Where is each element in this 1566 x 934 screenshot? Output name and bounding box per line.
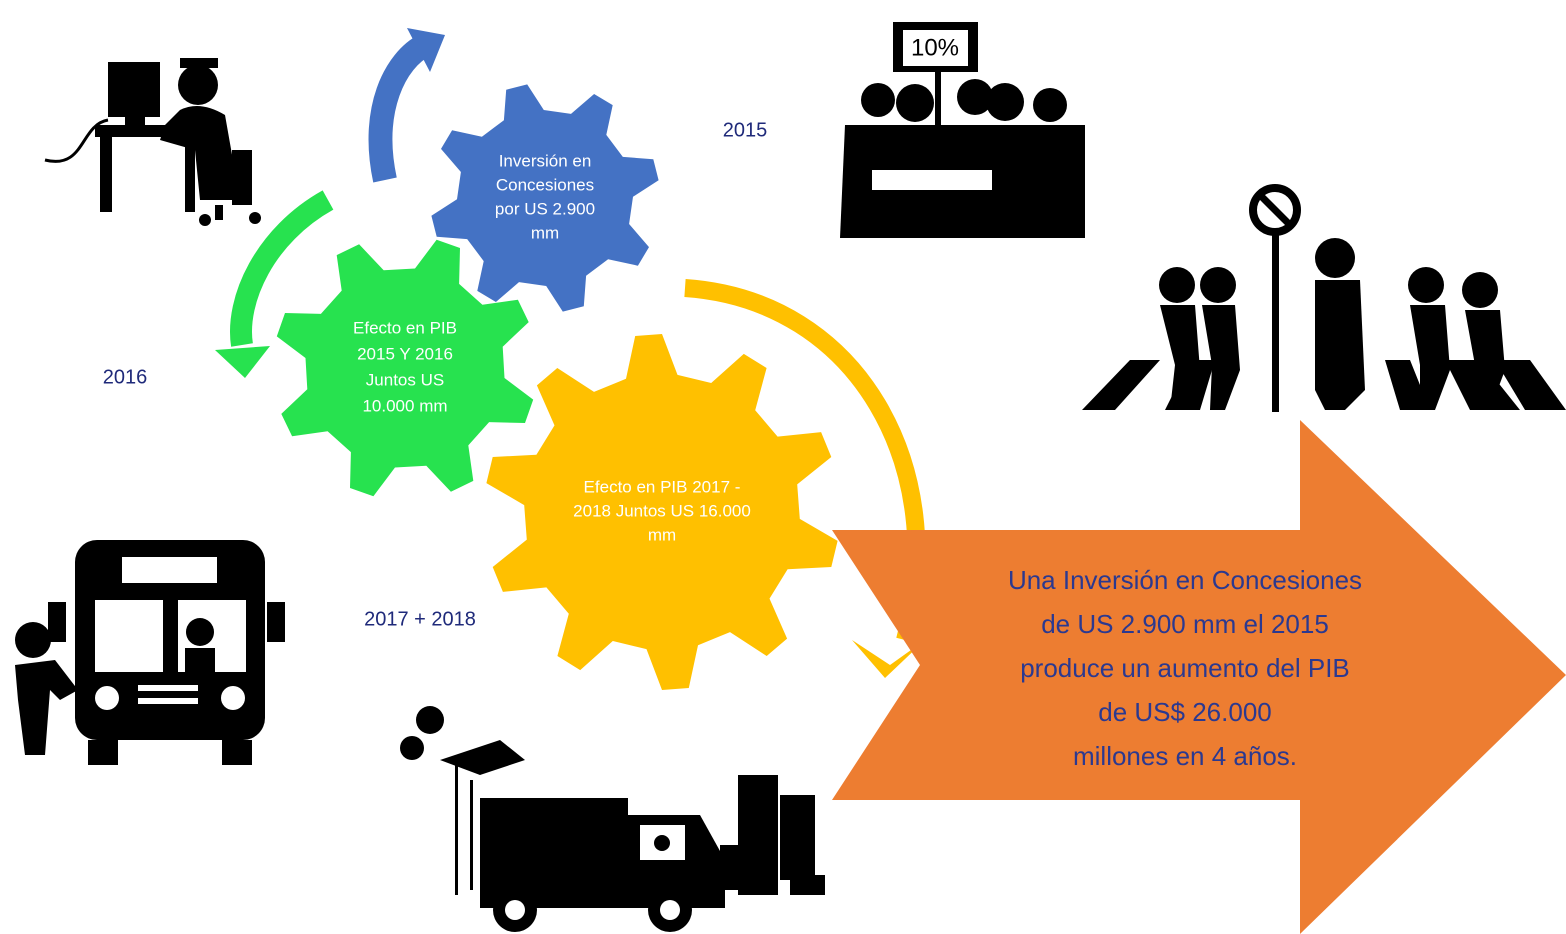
gear xyxy=(431,84,659,312)
arrow-text: de US$ 26.000 xyxy=(1098,697,1271,727)
crowd-icon: 10% xyxy=(840,22,1085,238)
year-label: 2015 xyxy=(723,119,768,141)
gear xyxy=(486,334,838,690)
arrow-text: Una Inversión en Concesiones xyxy=(1008,565,1362,595)
gear-text: Inversión en xyxy=(499,151,592,170)
green-arrow-head xyxy=(215,346,270,378)
gear-text: mm xyxy=(531,223,559,242)
arrow-text: de US 2.900 mm el 2015 xyxy=(1041,609,1329,639)
arrow-text: millones en 4 años. xyxy=(1073,741,1297,771)
computer-worker-icon xyxy=(44,58,261,226)
gear-text: 2018 Juntos US 16.000 xyxy=(573,501,751,520)
gear-text: 2015 Y 2016 xyxy=(357,344,453,363)
year-label: 2017 + 2018 xyxy=(364,608,476,630)
green-arrow xyxy=(230,190,334,347)
year-label: 2016 xyxy=(103,366,148,388)
labels: Inversión en Concesiones por US 2.900 mm Efe… xyxy=(353,151,1362,770)
sign-text: 10% xyxy=(911,34,959,61)
gears xyxy=(276,84,838,690)
gear-text: Juntos US xyxy=(366,370,444,389)
gear-text: por US 2.900 xyxy=(495,199,595,218)
gear-text: Concesiones xyxy=(496,175,594,194)
gear-text: Efecto en PIB 2017 - xyxy=(584,477,741,496)
gear-text: Efecto en PIB xyxy=(353,318,457,337)
crossing-icon xyxy=(1082,184,1566,412)
blue-arrow xyxy=(368,34,432,183)
truck-icon xyxy=(400,706,825,932)
result-arrow xyxy=(832,420,1566,934)
gear-text: 10.000 mm xyxy=(362,396,447,415)
blue-arrow-head xyxy=(407,28,445,72)
arrow-text: produce un aumento del PIB xyxy=(1020,653,1350,683)
bus-icon xyxy=(15,540,285,765)
gear-text: mm xyxy=(648,525,676,544)
gear xyxy=(276,239,534,497)
yellow-arrow-head xyxy=(852,640,925,678)
